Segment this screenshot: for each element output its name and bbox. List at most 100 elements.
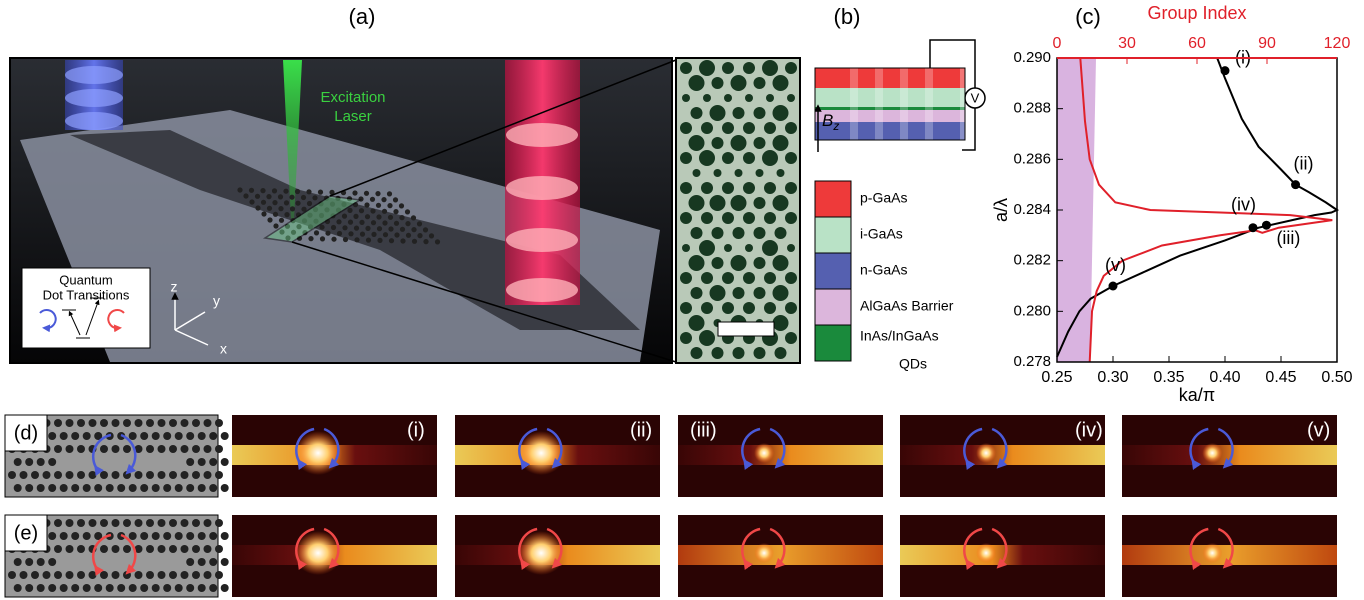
- hole: [66, 571, 74, 579]
- hole: [48, 584, 56, 592]
- hole: [733, 347, 745, 359]
- field-spot: [976, 543, 996, 563]
- hole: [745, 244, 753, 252]
- hole: [181, 545, 189, 553]
- layer: [815, 107, 960, 110]
- hole: [100, 471, 108, 479]
- hole: [278, 194, 283, 199]
- hole: [100, 571, 108, 579]
- hole: [123, 571, 131, 579]
- hole: [691, 227, 703, 239]
- hole: [399, 203, 404, 208]
- hole: [777, 169, 785, 177]
- hole: [366, 238, 371, 243]
- x-tick-label: 0.45: [1265, 369, 1296, 386]
- hole: [308, 236, 313, 241]
- mode-point: [1109, 282, 1118, 291]
- hole: [377, 226, 382, 231]
- hole: [204, 571, 212, 579]
- hole: [785, 302, 797, 314]
- hole: [284, 212, 289, 217]
- hole: [14, 484, 22, 492]
- hole: [198, 584, 206, 592]
- hole: [342, 214, 347, 219]
- layer-side: [960, 88, 965, 98]
- legend-label: AlGaAs Barrier: [860, 298, 954, 314]
- hole: [733, 227, 745, 239]
- hole: [83, 484, 91, 492]
- figure: (a) Excitation Laser Quantum Dot Transit…: [0, 0, 1364, 600]
- panel-a: (a) Excitation Laser Quantum Dot Transit…: [10, 4, 800, 363]
- layer-side: [960, 68, 965, 88]
- hole: [279, 218, 284, 223]
- hole: [60, 432, 68, 440]
- hole: [221, 432, 229, 440]
- laser-label: Excitation: [320, 89, 385, 106]
- hole: [112, 419, 120, 427]
- hole: [186, 584, 194, 592]
- hole: [320, 236, 325, 241]
- hole: [192, 445, 200, 453]
- y-axis-title: a/λ: [991, 198, 1011, 222]
- hole: [343, 237, 348, 242]
- hole: [112, 445, 120, 453]
- beam-disc: [65, 112, 123, 130]
- hole: [785, 212, 797, 224]
- hole: [710, 285, 726, 301]
- hole: [743, 62, 755, 74]
- hole: [680, 332, 692, 344]
- hole: [283, 189, 288, 194]
- hole: [336, 219, 341, 224]
- hole: [158, 445, 166, 453]
- hole: [215, 519, 223, 527]
- hole: [703, 94, 711, 102]
- hole: [435, 239, 440, 244]
- hole: [77, 545, 85, 553]
- hole: [370, 208, 375, 213]
- hole: [731, 135, 747, 151]
- axis-label: x: [220, 341, 227, 357]
- hole: [169, 545, 177, 553]
- hole: [429, 233, 434, 238]
- hole: [733, 107, 745, 119]
- hole: [181, 519, 189, 527]
- hole: [192, 419, 200, 427]
- hole: [37, 484, 45, 492]
- hole: [135, 571, 143, 579]
- hole: [181, 419, 189, 427]
- hole: [54, 571, 62, 579]
- y-tick-label: 0.278: [1013, 353, 1051, 370]
- hole: [754, 197, 766, 209]
- hole: [192, 571, 200, 579]
- hole: [60, 532, 68, 540]
- hole: [14, 584, 22, 592]
- hole: [209, 484, 217, 492]
- hole: [25, 458, 33, 466]
- hole: [712, 137, 724, 149]
- hole: [773, 135, 789, 151]
- hole: [54, 545, 62, 553]
- layer-side: [960, 107, 965, 110]
- field-spot: [1202, 543, 1222, 563]
- legend-label: p-GaAs: [860, 190, 907, 206]
- hole: [237, 187, 242, 192]
- legend-label: QDs: [899, 356, 927, 372]
- hole: [158, 545, 166, 553]
- hole: [215, 445, 223, 453]
- hole: [255, 194, 260, 199]
- hole: [371, 232, 376, 237]
- hole: [48, 484, 56, 492]
- hole: [388, 215, 393, 220]
- x-tick-label: 0.30: [1097, 369, 1128, 386]
- hole: [198, 484, 206, 492]
- hole: [712, 227, 724, 239]
- hole: [423, 239, 428, 244]
- hole: [691, 287, 703, 299]
- hole: [158, 419, 166, 427]
- hole: [163, 584, 171, 592]
- hole: [221, 484, 229, 492]
- hole: [680, 182, 692, 194]
- hole: [754, 287, 766, 299]
- hole: [680, 152, 692, 164]
- hole: [382, 220, 387, 225]
